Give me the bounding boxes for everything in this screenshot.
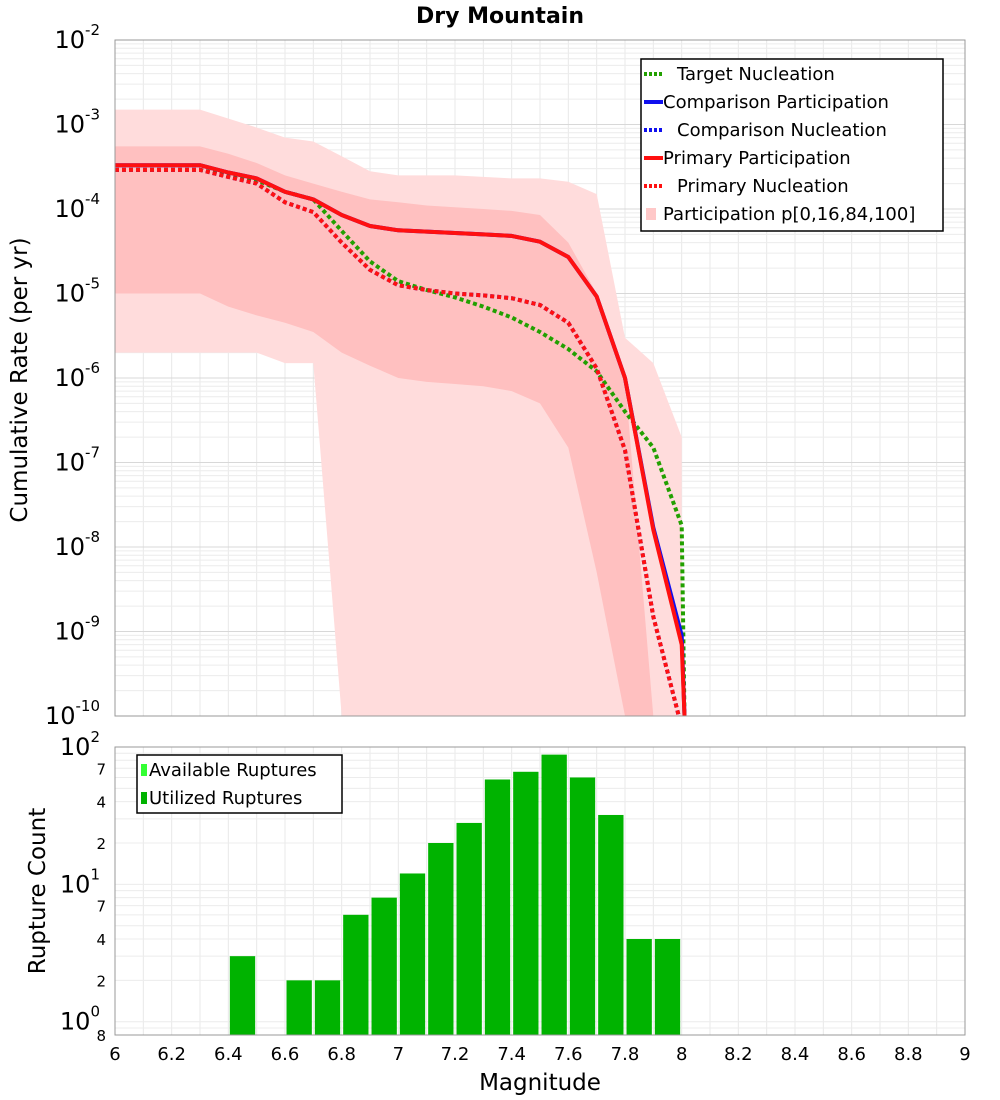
x-tick-label: 6.6	[271, 1044, 300, 1065]
x-tick-label: 8.4	[781, 1044, 810, 1065]
x-tick-label: 6.4	[214, 1044, 243, 1065]
legend-label: Comparison Participation	[663, 92, 889, 113]
top-y-tick-label: 10-7	[54, 444, 100, 477]
rupture-bar	[598, 814, 624, 1035]
x-tick-labels: 6 6.2 6.4 6.6 6.8 7 7.2 7.4 7.6 7.8 8 8.2 8.4 8.6 8.8 9	[109, 1044, 970, 1065]
rupture-bar	[428, 843, 454, 1035]
x-tick-label: 8.6	[837, 1044, 866, 1065]
rupture-bar	[456, 822, 482, 1035]
top-y-tick-label: 10-9	[54, 613, 100, 646]
bottom-y-tick-minor: 4	[96, 931, 106, 949]
band-p16-p84	[115, 146, 654, 716]
legend-label: Target Nucleation	[676, 64, 835, 85]
bottom-y-tick-major: 102	[60, 728, 100, 761]
legend-label: Participation p[0,16,84,100]	[663, 204, 915, 225]
rupture-bar	[541, 754, 567, 1035]
series-primary-participation	[115, 163, 687, 717]
bottom-y-tick-minor: 8	[96, 1027, 106, 1045]
x-tick-label: 8.8	[894, 1044, 923, 1065]
top-legend: Target Nucleation Comparison Participatio…	[640, 58, 944, 232]
rate-lines	[115, 163, 687, 717]
bottom-y-tick-minor: 7	[96, 898, 106, 916]
bottom-y-tick-minor: 2	[96, 972, 106, 990]
series-primary-nucleation	[115, 167, 681, 717]
rupture-bar	[626, 939, 652, 1035]
top-plot-frame	[114, 39, 966, 717]
bottom-gridlines	[114, 746, 966, 1036]
rupture-bar	[513, 771, 539, 1035]
legend-label: Primary Participation	[663, 148, 851, 169]
rupture-bar	[484, 779, 511, 1035]
rupture-bar	[371, 897, 397, 1035]
legend-label: Utilized Ruptures	[149, 788, 302, 809]
rupture-bar	[314, 980, 341, 1035]
rupture-bar	[399, 873, 426, 1035]
legend-swatch	[646, 208, 656, 220]
rupture-count-panel: 100 101 102 8 2 4 7 2 4 7 Rupture Count Available…	[25, 728, 966, 1045]
bottom-legend: Available Ruptures Utilized Ruptures	[136, 754, 343, 814]
rupture-bar	[343, 914, 369, 1035]
x-tick-label: 7.8	[611, 1044, 640, 1065]
bottom-y-tick-major: 101	[60, 865, 100, 898]
bottom-y-tick-minor: 7	[96, 760, 106, 778]
x-axis-label: Magnitude	[479, 1070, 601, 1096]
legend-swatch	[141, 792, 147, 804]
top-y-tick-labels: 10-10 10-9 10-8 10-7 10-6 10-5 10-4 10-3 10-2	[45, 21, 100, 730]
bottom-plot-frame	[114, 746, 966, 1036]
rupture-bar	[569, 777, 596, 1035]
top-legend-box	[640, 58, 944, 232]
x-tick-label: 6	[109, 1044, 120, 1065]
top-y-axis-label: Cumulative Rate (per yr)	[7, 237, 33, 522]
x-tick-label: 9	[959, 1044, 970, 1065]
top-y-tick-label: 10-10	[45, 697, 100, 730]
top-y-tick-label: 10-4	[54, 190, 100, 223]
cumulative-rate-panel: 10-10 10-9 10-8 10-7 10-6 10-5 10-4 10-3 10-2 Cu…	[7, 21, 966, 730]
x-tick-label: 8.2	[724, 1044, 753, 1065]
x-tick-label: 7.2	[441, 1044, 470, 1065]
top-y-tick-label: 10-2	[54, 21, 100, 54]
bottom-y-tick-labels: 100 101 102 8 2 4 7 2 4 7	[60, 728, 106, 1045]
bottom-legend-box	[136, 754, 343, 814]
bottom-y-tick-major: 100	[60, 1003, 100, 1036]
bottom-y-axis-label: Rupture Count	[25, 808, 51, 974]
bottom-y-tick-minor: 2	[96, 835, 106, 853]
legend-label: Available Ruptures	[149, 760, 317, 781]
x-tick-label: 8	[676, 1044, 687, 1065]
top-y-tick-label: 10-6	[54, 359, 100, 392]
rupture-bars	[229, 754, 681, 1035]
bottom-y-tick-minor: 4	[96, 794, 106, 812]
x-tick-label: 6.8	[327, 1044, 356, 1065]
rupture-bar	[229, 956, 256, 1035]
rupture-bar	[286, 980, 312, 1035]
x-tick-label: 6.2	[157, 1044, 186, 1065]
chart-title: Dry Mountain	[416, 4, 584, 29]
participation-bands	[115, 109, 682, 717]
top-y-tick-label: 10-8	[54, 528, 100, 561]
legend-label: Primary Nucleation	[677, 176, 849, 197]
x-tick-label: 7	[393, 1044, 404, 1065]
x-tick-label: 7.4	[497, 1044, 526, 1065]
top-y-tick-label: 10-5	[54, 275, 100, 308]
legend-swatch	[141, 764, 147, 776]
top-y-tick-label: 10-3	[54, 106, 100, 139]
x-tick-label: 7.6	[554, 1044, 583, 1065]
legend-label: Comparison Nucleation	[677, 120, 887, 141]
rupture-bar	[654, 939, 681, 1035]
